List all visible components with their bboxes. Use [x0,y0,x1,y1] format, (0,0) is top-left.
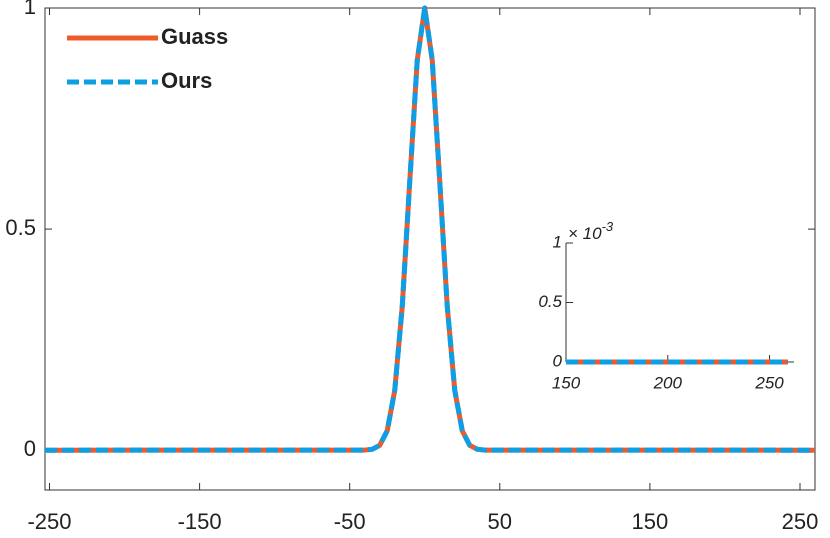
y-exponent: × 10-3 [568,219,614,243]
series-line [44,5,816,453]
legend-label: Guass [161,24,228,49]
x-tick-label: 50 [488,509,512,533]
x-tick-label: 150 [552,373,581,392]
y-tick-label: 0 [24,436,36,461]
x-tick-label: 250 [782,509,819,533]
y-exponent-power: -3 [602,219,614,234]
plot-frame [44,7,816,491]
y-tick-label: 0.5 [538,292,562,311]
y-tick-label: 1 [24,0,36,19]
x-tick-label: 200 [653,373,683,392]
y-exponent-base: × 10 [568,224,602,243]
legend-label: Ours [161,68,212,93]
y-tick-label: 1 [553,232,562,251]
x-tick-label: -250 [27,509,71,533]
x-tick-label: -50 [334,509,366,533]
x-tick-label: 250 [754,373,784,392]
y-tick-label: 0.5 [5,215,36,240]
x-tick-label: 150 [632,509,669,533]
x-tick-label: -150 [178,509,222,533]
y-tick-label: 0 [553,351,563,370]
